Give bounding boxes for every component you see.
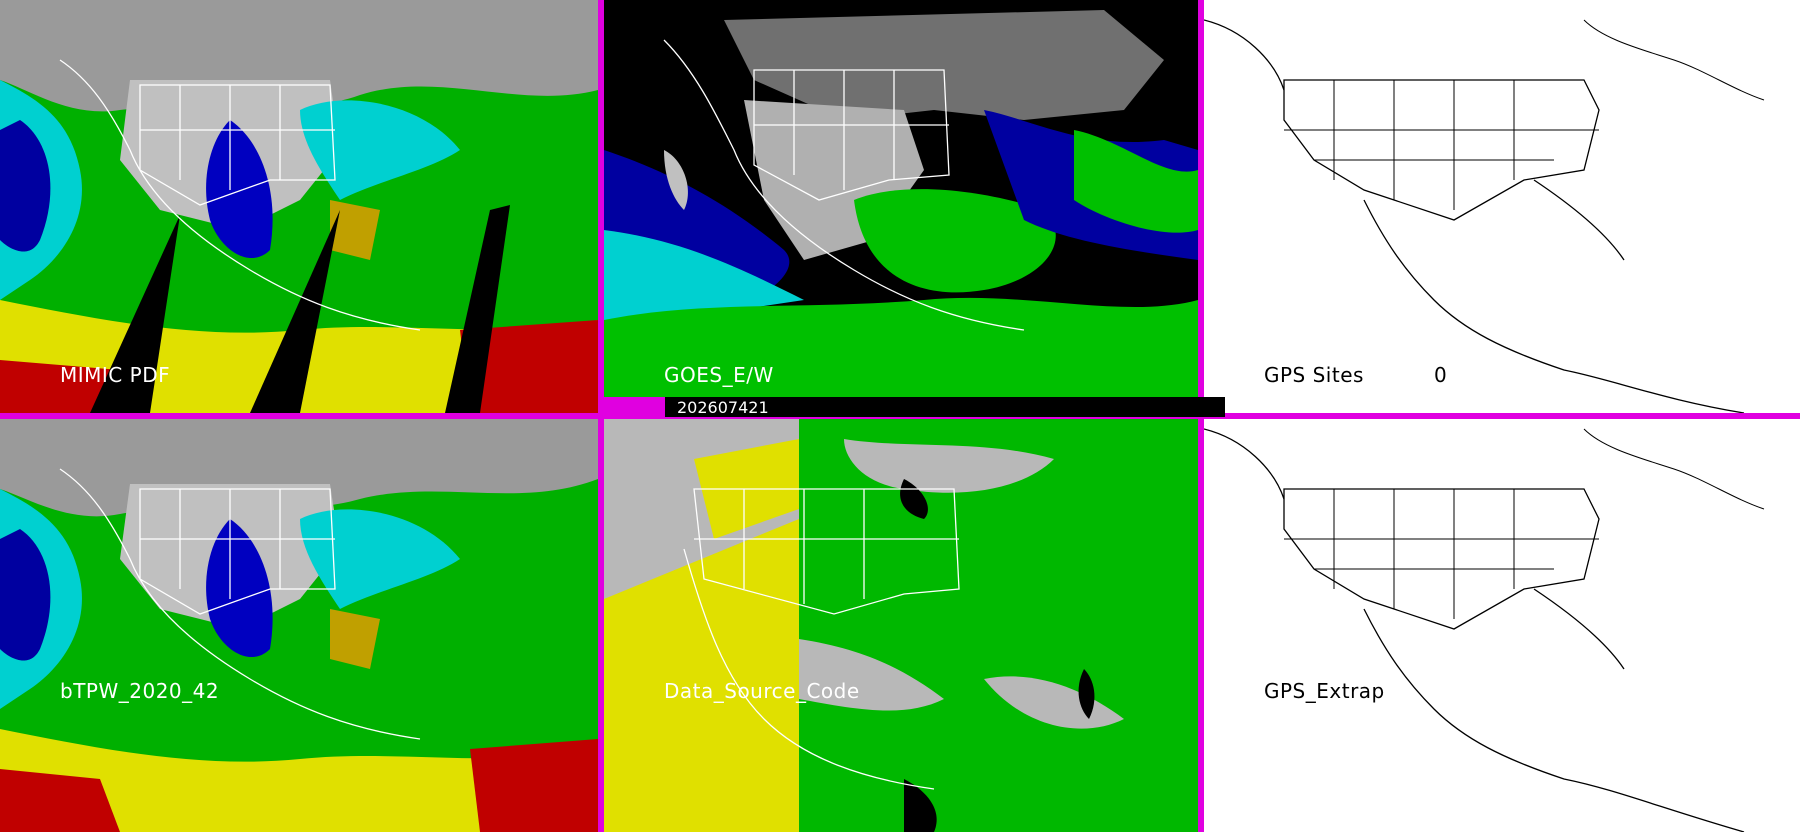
panel-goes-ew: GOES_E/W [604,0,1198,397]
gps-extrap-map [1204,419,1800,832]
timestamp-bar: 202607421 [665,397,1225,417]
btpw-map [0,419,598,832]
gps-extrap-label: GPS_Extrap [1264,679,1385,703]
panel-mimic-pdf: MIMIC PDF [0,0,598,413]
mimic-pdf-label: MIMIC PDF [60,363,171,387]
data-source-label: Data_Source_Code [664,679,860,703]
gps-sites-map [1204,0,1800,413]
gps-sites-count: 0 [1434,363,1447,387]
data-source-map [604,419,1198,832]
goes-ew-label: GOES_E/W [664,363,774,387]
panel-gps-sites: GPS Sites 0 [1204,0,1800,413]
gps-sites-label: GPS Sites [1264,363,1364,387]
goes-ew-map [604,0,1198,397]
timestamp-text: 202607421 [677,398,769,417]
panel-btpw: bTPW_2020_42 [0,419,598,832]
btpw-label: bTPW_2020_42 [60,679,220,703]
panel-gps-extrap: GPS_Extrap [1204,419,1800,832]
panel-data-source: Data_Source_Code [604,419,1198,832]
mimic-pdf-map [0,0,598,413]
